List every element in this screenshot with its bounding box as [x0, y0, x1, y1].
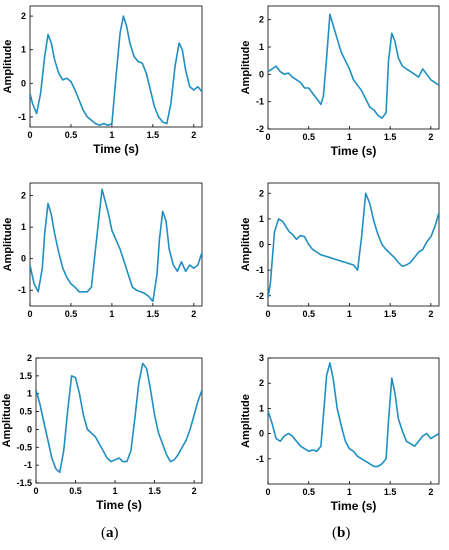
y-tick-label: 2 — [27, 353, 32, 363]
x-axis-label: Time (s) — [93, 142, 139, 156]
plot-frame — [267, 5, 440, 130]
chart-b3: 0 0.5 1 1.5 2 -1 0 1 2 3 Time (s) Amplitude — [240, 353, 440, 513]
y-tick-label: 2 — [21, 11, 26, 21]
x-tick-label: 0 — [265, 487, 270, 497]
x-axis-label: Time (s) — [96, 498, 142, 512]
y-tick-label: -0.5 — [16, 442, 32, 452]
y-tick-label: 2 — [21, 191, 26, 201]
x-tick-label: 2 — [428, 309, 433, 319]
panel-label-b: (b) — [332, 525, 351, 541]
y-tick-label: -1 — [18, 112, 26, 122]
y-tick-label: 0 — [259, 240, 264, 250]
panel-label-b-letter: b — [337, 525, 346, 541]
x-tick-label: 1 — [347, 132, 352, 142]
series-line — [30, 188, 202, 303]
x-tick-label: 2 — [191, 309, 196, 319]
x-tick-label: 1.5 — [384, 132, 397, 142]
y-tick-label: -1 — [256, 265, 264, 275]
y-axis-label: Amplitude — [240, 218, 252, 272]
plot-frame — [267, 182, 440, 307]
y-tick-label: 1 — [21, 222, 26, 232]
x-tick-label: 0 — [27, 130, 32, 140]
y-tick-label: -1 — [18, 285, 26, 295]
x-tick-label: 1 — [347, 309, 352, 319]
x-tick-label: 1.5 — [148, 486, 161, 496]
x-tick-label: 0.5 — [302, 132, 315, 142]
y-tick-label: 1 — [259, 403, 264, 413]
chart-b1: 0 0.5 1 1.5 2 -2 -1 0 1 2 Time (s) Amplitude — [240, 5, 440, 158]
x-tick-label: 1.5 — [384, 309, 397, 319]
series-line — [268, 13, 439, 119]
x-axis-label: Time (s) — [331, 144, 377, 158]
series-line — [268, 362, 439, 468]
chart-a3: 0 0.5 1 1.5 2 -1.5 -1 -0.5 0 0.5 1 1.5 2 Time (s) Ampl… — [1, 353, 203, 512]
plot-frame — [35, 357, 203, 484]
x-tick-label: 0.5 — [65, 130, 78, 140]
plot-frame — [29, 182, 203, 307]
y-axis-label: Amplitude — [240, 41, 252, 95]
x-tick-label: 1 — [113, 486, 118, 496]
y-tick-label: 0.5 — [19, 407, 32, 417]
plot-frame — [267, 357, 440, 485]
x-tick-label: 0.5 — [302, 487, 315, 497]
y-tick-label: 0 — [21, 78, 26, 88]
y-tick-label: 3 — [259, 353, 264, 363]
y-tick-label: 2 — [259, 188, 264, 198]
x-tick-label: 2 — [192, 486, 197, 496]
y-tick-label: -1 — [24, 460, 32, 470]
series-line — [268, 192, 439, 299]
series-line — [36, 362, 202, 474]
y-tick-label: -1 — [256, 454, 264, 464]
x-tick-label: 0.5 — [65, 309, 78, 319]
x-tick-label: 0 — [265, 132, 270, 142]
y-tick-label: 2 — [259, 15, 264, 25]
y-tick-label: 0 — [259, 429, 264, 439]
panel-label-a-letter: a — [106, 525, 114, 541]
y-axis-label: Amplitude — [2, 218, 14, 272]
y-tick-label: 1 — [259, 42, 264, 52]
y-tick-label: 2 — [259, 378, 264, 388]
x-tick-label: 0 — [33, 486, 38, 496]
y-tick-label: -1 — [256, 97, 264, 107]
x-tick-label: 1 — [347, 487, 352, 497]
y-tick-label: -1.5 — [16, 478, 32, 488]
y-tick-label: 1.5 — [19, 371, 32, 381]
panel-label-a: (a) — [101, 525, 119, 541]
x-tick-label: 1 — [109, 130, 114, 140]
y-tick-label: 1 — [21, 45, 26, 55]
x-tick-label: 1.5 — [147, 130, 160, 140]
x-tick-label: 1.5 — [147, 309, 160, 319]
series-line — [30, 15, 202, 127]
chart-a2: 0 0.5 1 1.5 2 -1 0 1 2 Amplitude — [2, 182, 203, 319]
x-tick-label: 1 — [109, 309, 114, 319]
y-tick-label: -2 — [256, 291, 264, 301]
x-tick-label: 2 — [191, 130, 196, 140]
y-axis-label: Amplitude — [2, 40, 14, 94]
x-tick-label: 2 — [428, 132, 433, 142]
x-tick-label: 0.5 — [302, 309, 315, 319]
plot-frame — [29, 5, 203, 128]
y-axis-label: Amplitude — [240, 394, 252, 448]
y-tick-label: 0 — [21, 254, 26, 264]
x-tick-label: 1.5 — [384, 487, 397, 497]
x-axis-label: Time (s) — [331, 499, 377, 513]
y-tick-label: 1 — [27, 389, 32, 399]
y-tick-label: 0 — [27, 424, 32, 434]
y-tick-label: 1 — [259, 214, 264, 224]
x-tick-label: 0 — [265, 309, 270, 319]
chart-b2: 0 0.5 1 1.5 2 -2 -1 0 1 2 Amplitude — [240, 182, 440, 319]
x-tick-label: 0 — [27, 309, 32, 319]
y-axis-label: Amplitude — [1, 394, 13, 448]
y-tick-label: 0 — [259, 69, 264, 79]
x-tick-label: 2 — [428, 487, 433, 497]
x-tick-label: 0.5 — [69, 486, 82, 496]
y-tick-label: -2 — [256, 124, 264, 134]
